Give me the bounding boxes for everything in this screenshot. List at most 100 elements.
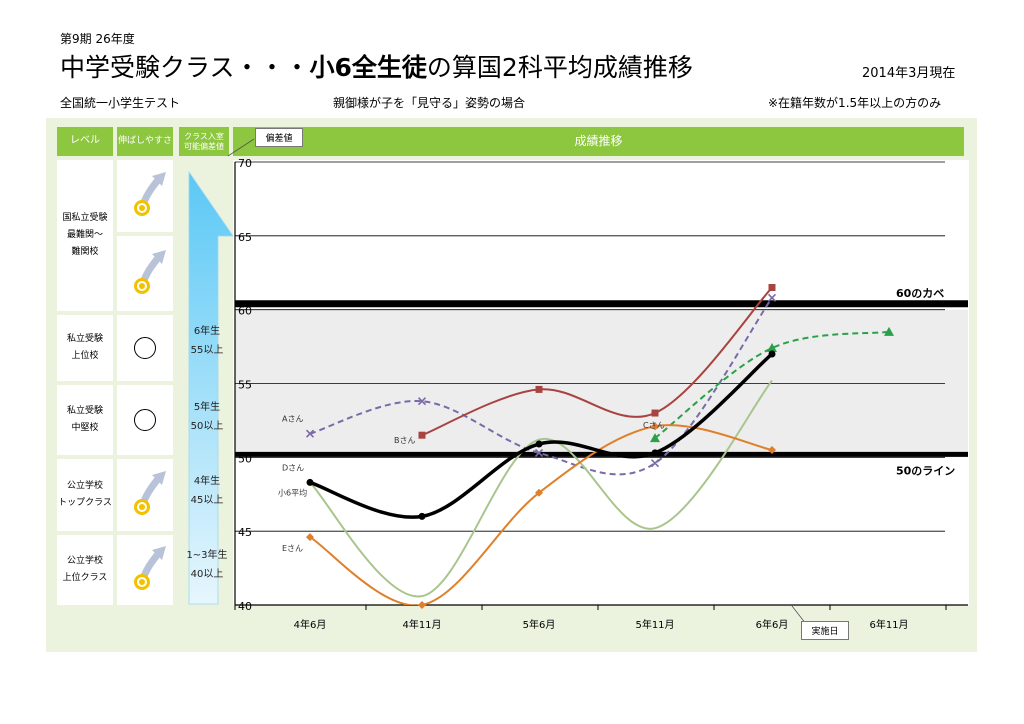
data-point-circle	[768, 350, 776, 358]
jisshi-callout: 実施日	[801, 621, 849, 640]
title-prefix: 中学受験クラス・・・	[60, 53, 310, 82]
x-tick-label: 6年11月	[869, 618, 908, 631]
level-private-upper-line1: 私立受験	[66, 333, 103, 344]
data-point-triangle	[884, 326, 894, 336]
x-tick-label: 4年6月	[294, 618, 327, 631]
data-point-x	[650, 459, 660, 468]
level-public-top-line2: トップクラス	[58, 498, 112, 508]
grade-label-5: 5年生 50以上	[185, 398, 229, 436]
grade-1-3-req: 40以上	[190, 569, 224, 580]
reference-line-label: 50のライン	[896, 464, 955, 477]
ease-cell-1	[117, 160, 173, 232]
y-tick-label: 65	[238, 231, 252, 244]
double-circle-arrow-icon	[134, 172, 166, 216]
ease-cell-2	[117, 236, 173, 311]
level-private-mid-line1: 私立受験	[66, 405, 103, 416]
series-label: Aさん	[282, 415, 303, 424]
data-point-circle	[306, 478, 314, 486]
x-tick-label: 6年6月	[756, 618, 789, 631]
ease-cell-6	[117, 535, 173, 605]
series-line-1	[421, 286, 773, 437]
x-tick-label: 5年6月	[523, 618, 556, 631]
hensa-leader-line	[227, 138, 255, 157]
y-tick-label: 60	[238, 305, 252, 318]
ease-cell-5	[117, 459, 173, 531]
series-line-0	[309, 297, 773, 476]
test-name: 全国統一小学生テスト	[60, 96, 181, 110]
grade-6-req: 55以上	[190, 345, 224, 356]
grade-label-6: 6年生 55以上	[185, 322, 229, 360]
hensa-callout: 偏差値	[255, 128, 303, 147]
data-point-triangle	[650, 433, 660, 443]
title-emphasis: 小6全生徒	[309, 53, 427, 82]
header-requirement-line1: クラス入室	[184, 131, 224, 141]
series-line-4	[309, 424, 773, 605]
header-level: レベル	[57, 127, 113, 156]
data-point-diamond	[306, 533, 314, 542]
data-point-x	[534, 448, 544, 457]
data-point-square	[768, 284, 776, 292]
double-circle-arrow-icon	[134, 249, 166, 294]
level-public-upper-line1: 公立学校	[66, 555, 103, 566]
data-point-diamond	[651, 422, 659, 431]
header-requirement: クラス入室 可能偏差値	[179, 127, 229, 156]
series-line-3	[309, 379, 773, 598]
level-cell-private-mid: 私立受験 中堅校	[57, 385, 113, 455]
level-cell-public-upper: 公立学校 上位クラス	[57, 535, 113, 605]
level-cell-private-upper: 私立受験 上位校	[57, 315, 113, 381]
double-circle-arrow-icon	[134, 546, 166, 590]
level-cell-public-top: 公立学校 トップクラス	[57, 459, 113, 531]
report-date: 2014年3月現在	[862, 66, 956, 81]
level-cell-top: 国私立受験 最難関～ 難関校	[57, 160, 113, 311]
requirement-arrow	[188, 170, 234, 605]
double-circle-arrow-icon	[134, 471, 166, 515]
title-suffix: の算国2科平均成績推移	[426, 53, 693, 82]
level-private-mid-line2: 中堅校	[71, 423, 99, 433]
data-point-square	[651, 409, 659, 417]
series-label: Eさん	[282, 544, 303, 553]
series-line-2	[654, 330, 890, 439]
y-tick-label: 70	[238, 157, 252, 170]
level-top-line3: 難関校	[71, 247, 99, 258]
header-requirement-line2: 可能偏差値	[184, 141, 224, 151]
period-label: 第9期 26年度	[60, 32, 135, 46]
level-private-upper-line2: 上位校	[71, 351, 99, 361]
data-point-x	[417, 397, 427, 406]
scenario-label: 親御様が子を「見守る」姿勢の場合	[333, 96, 526, 110]
grade-6-name: 6年生	[193, 326, 221, 337]
ease-cell-4	[117, 385, 173, 455]
circle-icon	[134, 337, 156, 359]
grade-label-4: 4年生 45以上	[185, 472, 229, 510]
y-tick-label: 55	[238, 379, 252, 392]
header-ease: 伸ばしやすさ	[117, 127, 173, 156]
y-tick-label: 45	[238, 526, 252, 539]
data-point-x	[305, 429, 315, 438]
series-curves	[309, 286, 890, 605]
data-point-x	[767, 293, 777, 302]
data-point-circle	[535, 440, 543, 448]
level-top-line1: 国私立受験	[62, 212, 108, 223]
grade-4-req: 45以上	[190, 495, 224, 506]
x-tick-label: 4年11月	[402, 618, 441, 631]
grade-5-req: 50以上	[190, 421, 224, 432]
data-point-square	[418, 431, 426, 439]
ease-cell-3	[117, 315, 173, 381]
grade-5-name: 5年生	[193, 402, 221, 413]
grade-4-name: 4年生	[193, 476, 221, 487]
level-public-top-line1: 公立学校	[66, 480, 103, 491]
data-point-triangle	[767, 343, 777, 353]
data-point-diamond	[535, 488, 543, 497]
grade-label-1-3: 1~3年生 40以上	[185, 546, 229, 584]
level-public-upper-line2: 上位クラス	[62, 573, 108, 583]
level-top-line2: 最難関～	[66, 229, 103, 240]
footnote-label: ※在籍年数が1.5年以上の方のみ	[768, 96, 942, 110]
y-tick-label: 40	[238, 600, 252, 613]
data-point-circle	[651, 449, 659, 457]
reference-line-label: 60のカベ	[896, 287, 944, 300]
series-label: Bさん	[394, 436, 416, 445]
circle-icon	[134, 409, 156, 431]
series-label: 小6平均	[278, 487, 307, 497]
series-label: Cさん	[643, 421, 665, 430]
data-point-diamond	[418, 601, 426, 609]
